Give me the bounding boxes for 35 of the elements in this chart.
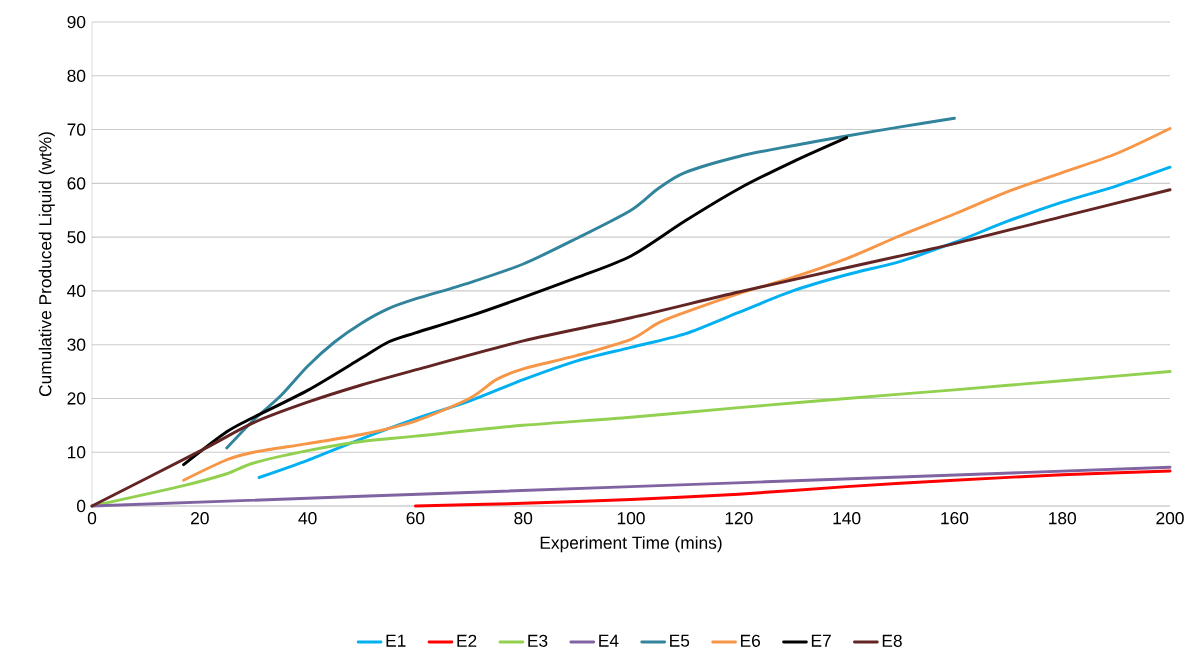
y-tick-label: 70 [67,123,86,136]
line-series [182,127,1172,482]
x-tick-label: 120 [725,512,753,525]
line-series [182,136,849,467]
x-tick-label: 20 [191,512,209,525]
x-tick-label: 180 [1049,512,1076,525]
x-tick-label: 0 [87,512,97,525]
y-tick-label: 60 [67,177,86,190]
x-axis-title: Experiment Time (mins) [540,536,722,553]
legend-label: E3 [528,634,548,647]
y-axis-title: Cumulative Produced Liquid (wt%) [38,132,55,397]
y-tick-label: 80 [67,69,86,82]
legend-label: E8 [882,634,902,647]
x-tick-label: 60 [406,512,425,525]
legend-label: E1 [386,634,406,647]
x-tick-label: 160 [941,512,969,525]
y-tick-label: 40 [67,284,86,298]
x-tick-label: 200 [1156,512,1184,525]
y-tick-label: 10 [68,446,86,459]
x-tick-label: 140 [833,512,861,525]
legend-label: E6 [741,634,761,647]
x-tick-label: 100 [617,512,645,525]
line-series [413,469,1172,508]
y-tick-label: 50 [67,230,86,244]
x-tick-label: 40 [298,512,317,525]
legend-label: E7 [811,634,831,647]
y-tick-label: 0 [76,499,86,513]
x-tick-label: 80 [514,512,533,525]
legend-label: E5 [670,634,690,647]
y-tick-label: 90 [67,15,86,29]
line-series [225,116,956,450]
legend-label: E2 [457,634,477,647]
y-tick-label: 30 [67,338,86,351]
legend-label: E4 [599,634,619,647]
y-tick-label: 20 [67,392,86,405]
